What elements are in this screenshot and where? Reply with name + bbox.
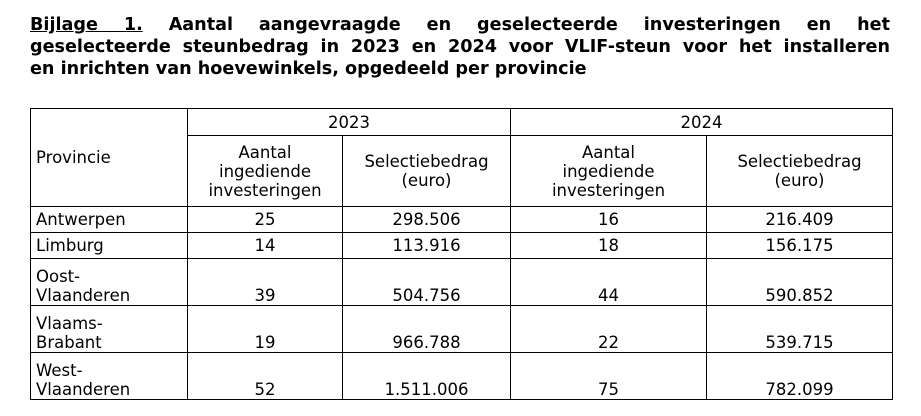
amount-2023: 298.506 xyxy=(342,206,511,233)
count-header-line: Aantal xyxy=(238,142,292,162)
count-2024-header: Aantal ingediende investeringen xyxy=(510,135,707,207)
province-name-line: Oost- xyxy=(36,267,81,286)
province-name-line: West- xyxy=(36,361,83,380)
amount-2024-header: Selectiebedrag (euro) xyxy=(706,135,893,207)
count-2024: 22 xyxy=(510,305,707,353)
count-2023: 25 xyxy=(187,206,343,233)
count-header-line: investeringen xyxy=(551,180,666,200)
province-name: Vlaams- Brabant xyxy=(30,305,188,353)
count-header-line: ingediende xyxy=(562,161,655,181)
table-row: Oost- Vlaanderen 39 504.756 44 590.852 xyxy=(30,258,893,306)
amount-2024: 590.852 xyxy=(706,258,893,306)
table-row: Limburg 14 113.916 18 156.175 xyxy=(30,232,893,259)
heading-line-2: geselecteerde steunbedrag in 2023 en 202… xyxy=(30,37,890,57)
amount-2024: 156.175 xyxy=(706,232,893,259)
province-column-header: Provincie xyxy=(30,108,188,207)
count-2023-header: Aantal ingediende investeringen xyxy=(187,135,343,207)
amount-2024: 216.409 xyxy=(706,206,893,233)
province-name: Antwerpen xyxy=(30,206,188,233)
count-2024: 18 xyxy=(510,232,707,259)
province-name-line: Brabant xyxy=(36,333,102,352)
province-name-line: Vlaanderen xyxy=(36,380,131,399)
count-2023: 52 xyxy=(187,352,343,400)
province-name: Oost- Vlaanderen xyxy=(30,258,188,306)
year-header-row: Provincie 2023 2024 xyxy=(30,108,893,207)
count-2024: 44 xyxy=(510,258,707,306)
count-2024: 16 xyxy=(510,206,707,233)
amount-header-line: Selectiebedrag xyxy=(737,152,862,171)
heading-line-1-text: Aantal aangevraagde en geselecteerde inv… xyxy=(168,15,890,35)
count-2023: 19 xyxy=(187,305,343,353)
table-row: Antwerpen 25 298.506 16 216.409 xyxy=(30,206,893,233)
count-header-line: Aantal xyxy=(581,142,636,162)
count-2023: 39 xyxy=(187,258,343,306)
investments-table: Provincie 2023 2024 Aantal ingediende in… xyxy=(30,108,893,400)
year-2024-header: 2024 xyxy=(510,108,893,136)
table-row: West- Vlaanderen 52 1.511.006 75 782.099 xyxy=(30,352,893,400)
count-2023: 14 xyxy=(187,232,343,259)
amount-header-line: (euro) xyxy=(401,171,452,190)
province-name-line: Vlaams- xyxy=(36,314,103,333)
amount-header-line: (euro) xyxy=(774,171,825,190)
count-2024: 75 xyxy=(510,352,707,400)
amount-2024: 539.715 xyxy=(706,305,893,353)
amount-2023-header: Selectiebedrag (euro) xyxy=(342,135,511,207)
amount-2024: 782.099 xyxy=(706,352,893,400)
amount-2023: 1.511.006 xyxy=(342,352,511,400)
column-header-row: Aantal ingediende investeringen Selectie… xyxy=(31,135,893,207)
amount-header-line: Selectiebedrag xyxy=(364,152,489,171)
province-name-line: Vlaanderen xyxy=(36,286,131,305)
amount-2023: 113.916 xyxy=(342,232,511,259)
amount-2023: 966.788 xyxy=(342,305,511,353)
province-name: West- Vlaanderen xyxy=(30,352,188,400)
heading-line-1: Bijlage 1. Aantal aangevraagde en gesele… xyxy=(30,14,890,36)
document-heading: Bijlage 1. Aantal aangevraagde en gesele… xyxy=(30,14,890,80)
table-row: Vlaams- Brabant 19 966.788 22 539.715 xyxy=(30,305,893,353)
province-name: Limburg xyxy=(30,232,188,259)
heading-line-3: en inrichten van hoevewinkels, opgedeeld… xyxy=(30,59,587,79)
year-2023-header: 2023 xyxy=(187,108,511,136)
amount-2023: 504.756 xyxy=(342,258,511,306)
count-header-line: ingediende xyxy=(219,161,311,181)
count-header-line: investeringen xyxy=(208,180,322,200)
annex-label: Bijlage 1. xyxy=(30,15,143,35)
